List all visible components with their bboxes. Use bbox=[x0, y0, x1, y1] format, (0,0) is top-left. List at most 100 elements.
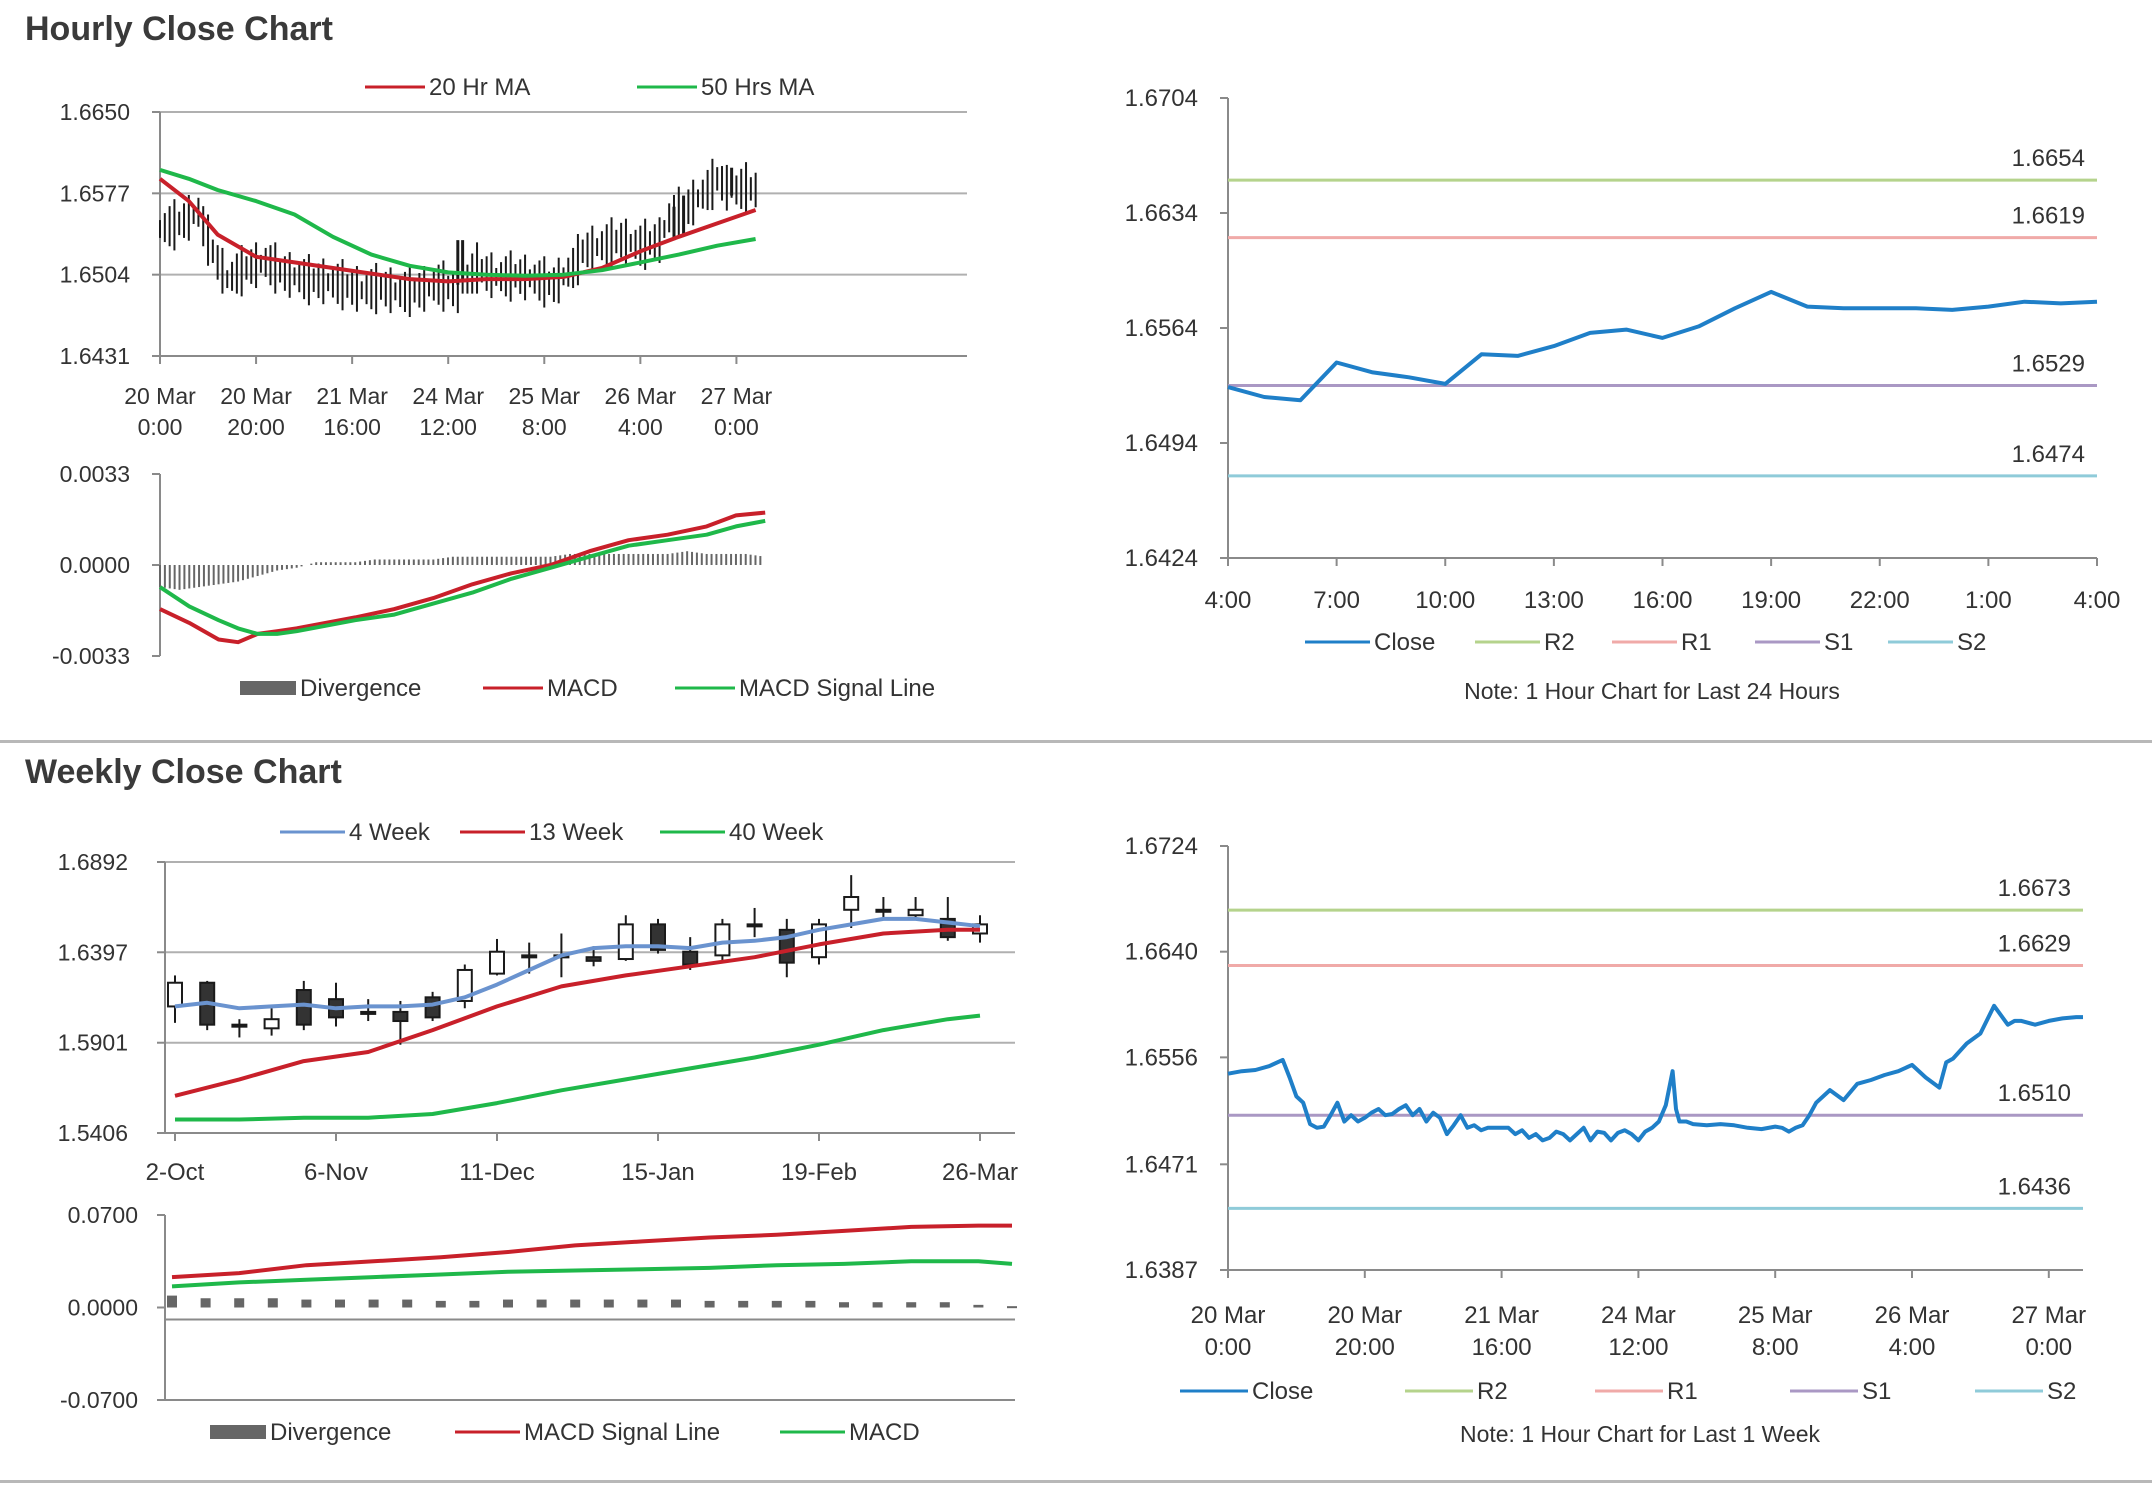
weekly-price-x-tick-label: 19-Feb bbox=[781, 1159, 857, 1186]
hourly-macd-series-macd bbox=[159, 510, 766, 645]
hourly-24h-y-tick-label: 1.6564 bbox=[1125, 315, 1198, 342]
weekly-candle-body bbox=[617, 923, 634, 961]
legend-40-week: 40 Week bbox=[660, 819, 824, 846]
weekly-1w-y-tick-label: 1.6556 bbox=[1125, 1044, 1198, 1071]
legend-24h-close-label: Close bbox=[1374, 629, 1435, 656]
weekly-1w-x-tick-label: 21 Mar bbox=[1464, 1302, 1539, 1329]
hourly-24h-x-tick-label: 4:00 bbox=[1205, 587, 1252, 614]
weekly-macd-y-tick-label: 0.0700 bbox=[68, 1202, 138, 1228]
legend-24h-close: Close bbox=[1305, 629, 1435, 656]
weekly-1w-x-tick-label: 0:00 bbox=[1205, 1334, 1252, 1361]
legend-1w-s2-label: S2 bbox=[2047, 1378, 2076, 1405]
weekly-macd-divergence-bar bbox=[234, 1298, 245, 1308]
legend-24h-s1-label: S1 bbox=[1824, 629, 1853, 656]
weekly-1w-x-tick-label: 20 Mar bbox=[1327, 1302, 1402, 1329]
weekly-price-series-13week bbox=[174, 927, 980, 1098]
legend-24h-s1: S1 bbox=[1755, 629, 1853, 656]
weekly-macd-divergence-bar bbox=[570, 1299, 581, 1308]
weekly-macd-divergence-bar bbox=[906, 1302, 917, 1308]
weekly-1w-x-tick-label: 16:00 bbox=[1472, 1334, 1532, 1361]
weekly-section-title: Weekly Close Chart bbox=[25, 753, 342, 791]
weekly-candle-body bbox=[714, 923, 731, 957]
hourly-price-x-tick-label: 0:00 bbox=[138, 414, 183, 440]
weekly-1w-level-label-r1: 1.6629 bbox=[1998, 931, 2071, 958]
hourly-price-x-tick-label: 24 Mar bbox=[412, 383, 484, 409]
hourly-24h-level-label-s2: 1.6474 bbox=[2012, 441, 2085, 468]
section-divider-bottom bbox=[0, 1480, 2152, 1483]
weekly-macd-divergence-bar bbox=[200, 1298, 211, 1308]
legend-1w-close-label: Close bbox=[1252, 1378, 1313, 1405]
weekly-macd-y-tick-label: -0.0700 bbox=[60, 1387, 138, 1413]
weekly-macd-divergence-bar bbox=[503, 1299, 513, 1308]
legend-weekly-macd-label: MACD bbox=[849, 1419, 920, 1446]
hourly-price-x-tick-label: 4:00 bbox=[618, 414, 663, 440]
weekly-1w-note: Note: 1 Hour Chart for Last 1 Week bbox=[1460, 1421, 1821, 1447]
hourly-24h-x-tick-label: 4:00 bbox=[2074, 587, 2121, 614]
hourly-24h-axes: 1.6704 1.6634 1.6564 1.6494 1.6424 bbox=[1125, 85, 1229, 572]
hourly-24h-level-label-r2: 1.6654 bbox=[2012, 145, 2085, 172]
weekly-macd-divergence-bar bbox=[267, 1298, 278, 1308]
weekly-macd-y-tick-label: 0.0000 bbox=[68, 1295, 138, 1321]
weekly-candle-body bbox=[875, 908, 892, 913]
weekly-1w-y-tick-label: 1.6387 bbox=[1125, 1257, 1198, 1284]
legend-hourly-macd-signal: MACD Signal Line bbox=[675, 675, 935, 702]
weekly-price-y-tick-label: 1.6397 bbox=[58, 939, 128, 965]
weekly-macd-series-macd bbox=[171, 1259, 1013, 1289]
weekly-macd-series-signal bbox=[171, 1223, 1012, 1280]
weekly-1w-x-tick-label: 4:00 bbox=[1889, 1334, 1936, 1361]
weekly-1w-axes: 1.6724 1.6640 1.6556 1.6471 1.6387 bbox=[1125, 833, 1229, 1284]
hourly-price-x-tick-label: 16:00 bbox=[323, 414, 381, 440]
weekly-macd-divergence-bar bbox=[536, 1299, 547, 1308]
weekly-candle-body bbox=[167, 981, 183, 1008]
weekly-candle-body bbox=[263, 1018, 280, 1030]
legend-24h-r1-label: R1 bbox=[1681, 629, 1712, 656]
legend-1w-r1: R1 bbox=[1595, 1378, 1698, 1405]
legend-hourly-divergence-swatch bbox=[240, 681, 296, 695]
weekly-candle-body bbox=[650, 923, 666, 951]
weekly-macd-divergence-bar bbox=[335, 1299, 345, 1308]
weekly-macd-divergence-bar bbox=[368, 1299, 379, 1308]
legend-1w-r1-label: R1 bbox=[1667, 1378, 1698, 1405]
weekly-macd-axes: 0.0700 0.0000 -0.0700 bbox=[60, 1202, 166, 1413]
legend-50hrs-ma-label: 50 Hrs MA bbox=[701, 74, 814, 101]
legend-24h-s2: S2 bbox=[1888, 629, 1986, 656]
hourly-price-axes: 1.6650 1.6577 1.6504 1.6431 bbox=[60, 99, 967, 369]
weekly-price-x-tick-label: 2-Oct bbox=[146, 1159, 205, 1186]
weekly-price-x-tick-label: 11-Dec bbox=[459, 1159, 535, 1186]
weekly-1w-x-tick-label: 26 Mar bbox=[1875, 1302, 1950, 1329]
legend-1w-s2: S2 bbox=[1975, 1378, 2076, 1405]
hourly-24h-x-tick-label: 1:00 bbox=[1965, 587, 2012, 614]
legend-hourly-macd-signal-label: MACD Signal Line bbox=[739, 675, 935, 702]
weekly-candle-body bbox=[585, 956, 602, 962]
weekly-1w-x-tick-label: 0:00 bbox=[2025, 1334, 2072, 1361]
weekly-1w-x-tick-label: 24 Mar bbox=[1601, 1302, 1676, 1329]
hourly-24h-series-close bbox=[1227, 289, 2098, 403]
weekly-1w-x-tick-label: 20:00 bbox=[1335, 1334, 1395, 1361]
weekly-candle-body bbox=[521, 954, 538, 959]
legend-24h-s2-label: S2 bbox=[1957, 629, 1986, 656]
weekly-price-series-40week bbox=[175, 1013, 981, 1122]
hourly-price-x-tick-label: 12:00 bbox=[419, 414, 477, 440]
weekly-price-x-tick-label: 15-Jan bbox=[621, 1159, 694, 1186]
legend-weekly-macd-signal: MACD Signal Line bbox=[455, 1419, 720, 1446]
weekly-candle-body bbox=[424, 996, 441, 1019]
legend-24h-r2-label: R2 bbox=[1544, 629, 1575, 656]
legend-weekly-divergence: Divergence bbox=[210, 1419, 391, 1446]
weekly-macd-divergence-bar bbox=[435, 1300, 446, 1308]
hourly-price-x-tick-label: 27 Mar bbox=[701, 383, 773, 409]
weekly-1w-x-tick-label: 20 Mar bbox=[1191, 1302, 1266, 1329]
hourly-price-x-tick-label: 0:00 bbox=[714, 414, 759, 440]
hourly-section-title: Hourly Close Chart bbox=[25, 10, 333, 48]
legend-24h-r1: R1 bbox=[1612, 629, 1712, 656]
weekly-candle-body bbox=[843, 896, 860, 911]
legend-20hr-ma: 20 Hr MA bbox=[365, 74, 530, 101]
hourly-macd-series-signal bbox=[158, 518, 766, 636]
weekly-price-x-tick-label: 6-Nov bbox=[304, 1159, 368, 1186]
weekly-1w-x-tick-label: 27 Mar bbox=[2011, 1302, 2086, 1329]
hourly-24h-x-tick-label: 16:00 bbox=[1632, 587, 1692, 614]
weekly-candle-body bbox=[295, 989, 312, 1026]
weekly-macd-divergence-bar bbox=[872, 1302, 883, 1308]
hourly-macd-y-tick-label: 0.0000 bbox=[60, 552, 130, 578]
hourly-price-x-tick-label: 26 Mar bbox=[605, 383, 677, 409]
